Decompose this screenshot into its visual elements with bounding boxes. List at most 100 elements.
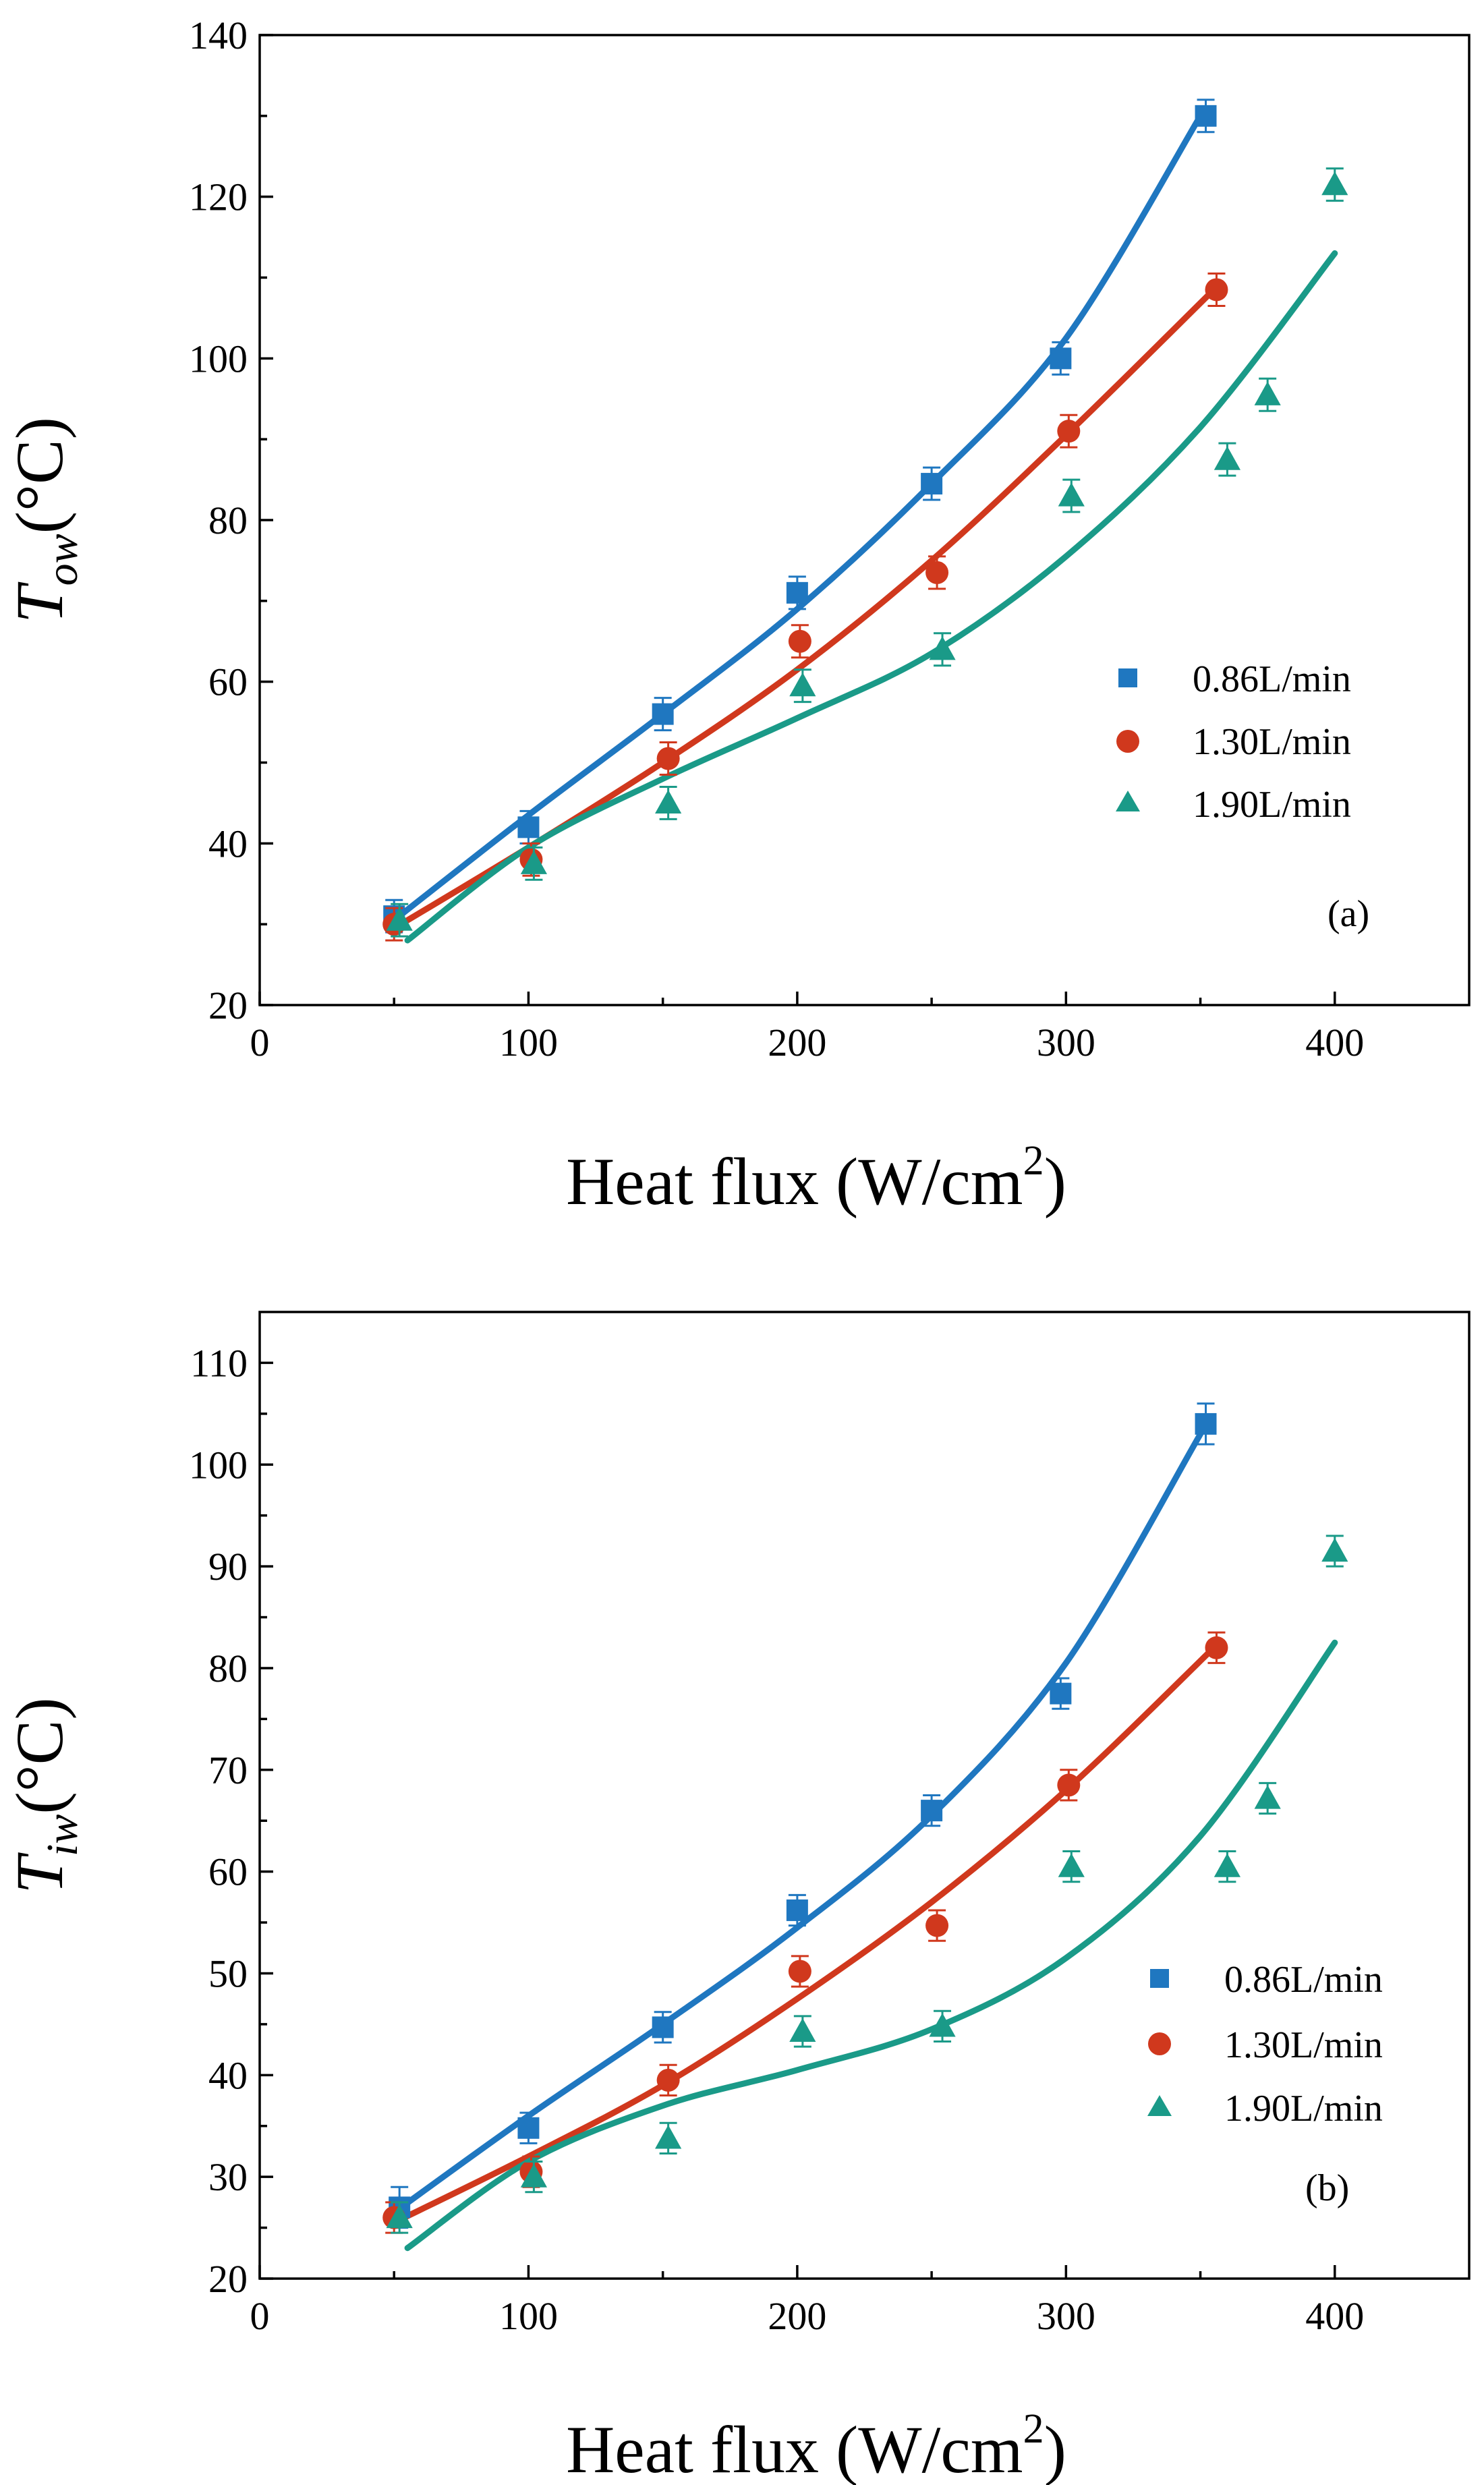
fit-line [391, 1645, 1217, 2226]
data-point-square [1195, 1412, 1217, 1435]
data-point-square [921, 473, 943, 495]
x-tick-label: 100 [499, 2294, 558, 2338]
data-point-triangle [789, 2018, 816, 2043]
y-tick-label: 60 [208, 1850, 248, 1894]
y-axis-ticks: 20 30 40 50 60 70 80 90 100 110 [189, 1341, 273, 2301]
x-axis-title: Heat flux (W/cm2) [566, 2406, 1066, 2485]
data-point-triangle [929, 636, 956, 660]
y-tick-label: 90 [208, 1545, 248, 1589]
y-tick-label: 20 [208, 2257, 248, 2301]
data-point-triangle [386, 907, 413, 931]
data-point-circle [788, 1960, 811, 1983]
data-point-triangle [929, 2013, 956, 2037]
x-tick-label: 200 [768, 1021, 826, 1064]
x-tick-label: 400 [1305, 1021, 1364, 1064]
legend-label: 1.90L/min [1193, 784, 1351, 826]
x-tick-label: 300 [1037, 1021, 1095, 1064]
x-tick-label: 300 [1037, 2294, 1095, 2338]
legend-label: 1.30L/min [1224, 2024, 1383, 2066]
panel-a: 0 100 200 300 400 20 40 60 80 100 120 140 Heat flu… [2, 13, 1471, 1219]
plot-frame [258, 34, 1471, 1006]
legend-marker-triangle [1116, 791, 1140, 811]
y-tick-label: 120 [189, 175, 248, 219]
data-point-square [1050, 1682, 1072, 1705]
data-point-triangle [1321, 171, 1348, 196]
data-point-square [517, 816, 540, 838]
y-tick-label: 60 [208, 660, 248, 704]
legend-marker-circle [1116, 730, 1139, 753]
y-tick-label: 40 [208, 2053, 248, 2097]
data-point-triangle [1254, 1785, 1281, 1809]
data-point-circle [925, 561, 949, 584]
fit-line [391, 1431, 1204, 2216]
legend-marker-square [1150, 1969, 1169, 1988]
data-point-triangle [1321, 1537, 1348, 1562]
legend-marker-triangle [1147, 2095, 1172, 2116]
y-tick-label: 20 [208, 983, 248, 1027]
data-point-triangle [386, 2204, 413, 2229]
x-tick-label: 400 [1305, 2294, 1364, 2338]
fit-line [391, 113, 1204, 923]
fit-line [404, 250, 1338, 944]
y-tick-label: 80 [208, 498, 248, 542]
y-tick-label: 80 [208, 1647, 248, 1690]
data-point-triangle [520, 2163, 548, 2188]
data-point-triangle [1254, 381, 1281, 405]
legend: 0.86L/min 1.30L/min 1.90L/min [1116, 658, 1351, 826]
data-points [382, 1402, 1348, 2234]
data-point-circle [1205, 278, 1228, 302]
data-point-triangle [1058, 482, 1085, 507]
legend-label: 1.30L/min [1193, 721, 1351, 763]
data-point-square [1050, 347, 1072, 370]
data-point-triangle [1214, 446, 1240, 470]
legend-label: 0.86L/min [1193, 658, 1351, 700]
data-point-square [786, 581, 808, 604]
y-tick-label: 100 [189, 1443, 248, 1487]
legend-marker-square [1118, 668, 1137, 687]
data-point-circle [1205, 1636, 1228, 1659]
data-point-circle [1057, 1773, 1081, 1797]
x-tick-label: 0 [250, 1021, 270, 1064]
data-point-triangle [1214, 1853, 1240, 1877]
data-point-square [1195, 105, 1217, 127]
fit-line [404, 1639, 1338, 2252]
y-tick-label: 110 [190, 1341, 248, 1385]
panel-label: (b) [1305, 2167, 1349, 2209]
data-point-square [652, 703, 674, 725]
legend-label: 0.86L/min [1224, 1959, 1383, 2001]
y-tick-label: 70 [208, 1748, 248, 1792]
data-point-triangle [520, 850, 548, 874]
y-axis-ticks: 20 40 60 80 100 120 140 [189, 13, 273, 1027]
plot-frame [258, 1311, 1471, 2280]
data-point-square [786, 1899, 808, 1921]
x-axis-ticks: 0 100 200 300 400 [250, 992, 1364, 1064]
data-point-circle [1057, 420, 1081, 443]
x-tick-label: 200 [768, 2294, 826, 2338]
data-point-square [517, 2117, 540, 2139]
data-point-square [652, 2016, 674, 2038]
data-point-triangle [1058, 1853, 1085, 1877]
x-axis-title: Heat flux (W/cm2) [566, 1138, 1066, 1219]
data-point-triangle [655, 2125, 682, 2149]
data-point-triangle [789, 673, 816, 697]
legend-label: 1.90L/min [1224, 2088, 1383, 2130]
x-tick-label: 0 [250, 2294, 270, 2338]
y-axis-title: Tow(°C) [2, 417, 87, 623]
y-tick-label: 50 [208, 1951, 248, 1995]
data-point-circle [788, 629, 811, 653]
data-point-circle [656, 747, 680, 770]
legend: 0.86L/min 1.30L/min 1.90L/min [1147, 1959, 1383, 2130]
data-point-triangle [655, 789, 682, 814]
data-point-square [921, 1800, 943, 1822]
legend-marker-circle [1148, 2032, 1171, 2055]
x-tick-label: 100 [499, 1021, 558, 1064]
data-point-circle [656, 2068, 680, 2092]
x-axis-ticks: 0 100 200 300 400 [250, 2265, 1364, 2338]
y-tick-label: 30 [208, 2155, 248, 2199]
panel-label: (a) [1328, 893, 1369, 935]
data-point-circle [925, 1914, 949, 1937]
y-tick-label: 40 [208, 822, 248, 865]
y-tick-label: 100 [189, 337, 248, 380]
y-tick-label: 140 [189, 13, 248, 57]
